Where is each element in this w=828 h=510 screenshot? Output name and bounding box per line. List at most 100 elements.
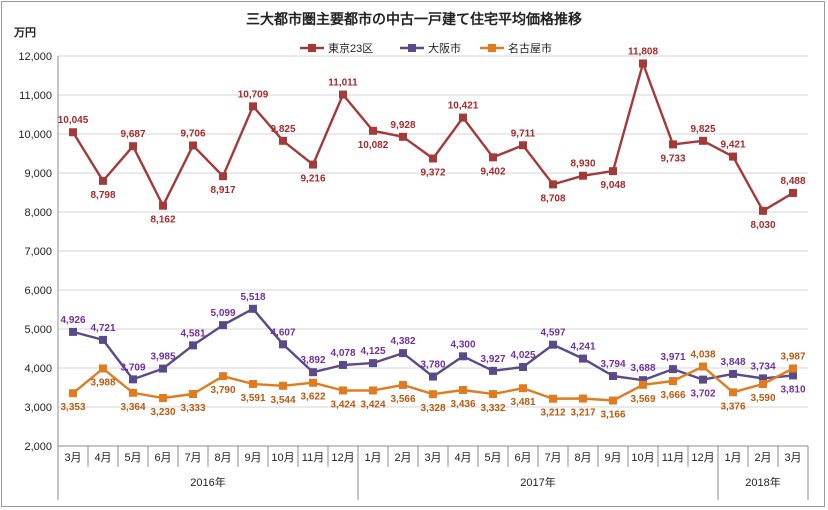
data-label: 3,927: [480, 354, 505, 365]
x-tick-label: 8月: [574, 452, 591, 464]
data-point: [219, 321, 227, 330]
x-tick-label: 12月: [691, 452, 714, 464]
data-point: [699, 362, 707, 371]
data-point: [189, 390, 197, 399]
data-label: 3,544: [270, 395, 295, 406]
legend-marker: [488, 44, 496, 52]
data-label: 8,030: [750, 220, 775, 231]
x-tick-label: 8月: [214, 452, 231, 464]
data-point: [549, 394, 557, 403]
data-point: [69, 389, 77, 398]
data-label: 3,166: [600, 410, 625, 421]
data-point: [639, 59, 647, 68]
data-point: [459, 352, 467, 361]
data-label: 3,436: [450, 399, 475, 410]
data-label: 3,332: [480, 403, 505, 414]
data-label: 4,300: [450, 339, 475, 350]
data-label: 3,987: [780, 352, 805, 363]
data-point: [99, 176, 107, 185]
x-tick-label: 11月: [662, 452, 684, 464]
y-tick-label: 7,000: [24, 246, 52, 258]
data-point: [429, 372, 437, 381]
data-label: 3,734: [750, 361, 775, 372]
data-point: [459, 113, 467, 122]
data-label: 4,382: [390, 336, 415, 347]
data-point: [129, 375, 137, 384]
data-label: 9,706: [180, 128, 205, 139]
data-point: [579, 394, 587, 403]
y-tick-label: 6,000: [24, 285, 52, 297]
y-tick-label: 3,000: [24, 402, 52, 414]
data-point: [759, 379, 767, 388]
data-point: [519, 141, 527, 150]
x-tick-label: 7月: [544, 452, 561, 464]
x-tick-label: 1月: [724, 452, 741, 464]
x-tick-label: 12月: [331, 452, 354, 464]
legend-entry: 名古屋市: [508, 41, 552, 55]
data-label: 8,488: [780, 176, 805, 187]
data-point: [609, 396, 617, 405]
data-point: [339, 90, 347, 99]
gridlines: [58, 55, 808, 447]
x-tick-label: 10月: [271, 452, 294, 464]
data-point: [459, 385, 467, 394]
data-label: 3,985: [150, 352, 175, 363]
data-point: [609, 372, 617, 381]
data-label: 10,082: [358, 140, 389, 151]
data-point: [489, 366, 497, 375]
data-point: [579, 171, 587, 180]
data-label: 8,917: [210, 185, 235, 196]
x-tick-label: 7月: [184, 452, 201, 464]
data-label: 11,808: [628, 46, 658, 57]
y-tick-label: 2,000: [24, 441, 52, 453]
data-point: [309, 160, 317, 169]
data-point: [159, 364, 167, 373]
data-point: [489, 153, 497, 162]
data-point: [279, 136, 287, 145]
data-point: [429, 390, 437, 399]
x-axis: 3月 4月 5月 6月 7月 8月 9月 10月 11月 12月 1月 2月 3月 4月 5月 6月 7月 8月 9…: [57, 446, 809, 500]
data-point: [309, 368, 317, 377]
data-point: [759, 374, 767, 383]
data-point: [639, 380, 647, 389]
data-point: [279, 340, 287, 349]
x-tick-label: 4月: [94, 452, 111, 464]
data-point: [729, 369, 737, 378]
data-label: 3,790: [210, 385, 235, 396]
x-tick-label: 5月: [124, 452, 141, 464]
y-tick-label: 4,000: [24, 363, 52, 375]
data-label: 3,333: [180, 403, 205, 414]
data-labels: 10,045 8,798 9,687 8,162 9,706 8,917 10,709 9,8…: [58, 46, 806, 420]
data-label: 3,709: [120, 362, 145, 373]
data-point: [609, 167, 617, 176]
data-label: 4,078: [330, 348, 355, 359]
data-point: [549, 180, 557, 189]
data-point: [789, 371, 797, 380]
legend-entry: 大阪市: [428, 41, 461, 55]
data-point: [219, 372, 227, 381]
data-label: 3,971: [660, 352, 685, 363]
x-tick-label: 3月: [424, 452, 441, 464]
data-label: 9,216: [300, 174, 325, 185]
data-point: [399, 349, 407, 358]
data-label: 3,892: [300, 355, 325, 366]
y-tick-label: 5,000: [24, 324, 52, 336]
data-point: [369, 126, 377, 135]
data-point: [189, 341, 197, 350]
data-point: [339, 386, 347, 395]
data-point: [729, 152, 737, 161]
data-label: 8,162: [150, 215, 175, 226]
data-label: 3,810: [780, 384, 805, 395]
data-label: 10,421: [448, 101, 479, 112]
data-point: [639, 376, 647, 385]
data-point: [69, 128, 77, 137]
data-point: [249, 379, 257, 388]
data-label: 8,798: [90, 190, 115, 201]
data-point: [729, 388, 737, 397]
data-point: [759, 206, 767, 215]
chart-title: 三大都市圏主要都市の中古一戸建て住宅平均価格推移: [246, 11, 582, 27]
data-label: 8,930: [570, 159, 595, 170]
data-label: 3,230: [150, 407, 175, 418]
data-label: 4,597: [540, 328, 565, 339]
